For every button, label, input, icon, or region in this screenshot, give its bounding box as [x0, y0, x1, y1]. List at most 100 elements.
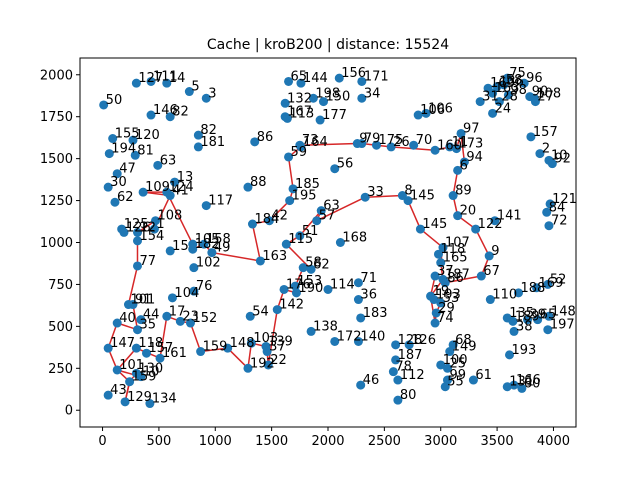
- city-label: 181: [200, 135, 225, 150]
- city-label: 109: [145, 180, 170, 195]
- city-label: 73: [302, 133, 319, 148]
- city-label: 28: [501, 90, 518, 105]
- city-label: 111: [153, 69, 178, 84]
- route-segment: [407, 200, 422, 230]
- city-label: 140: [360, 329, 385, 344]
- y-tick-label: 500: [48, 320, 73, 335]
- city-label: 94: [466, 150, 483, 165]
- city-point: [468, 375, 478, 385]
- city-label: 152: [192, 311, 217, 326]
- city-label: 37: [269, 340, 286, 355]
- city-point: [404, 340, 414, 350]
- route-segment: [445, 275, 482, 284]
- city-point: [453, 165, 463, 175]
- route-segment: [268, 200, 291, 222]
- city-point: [285, 196, 295, 206]
- city-label: 6: [460, 158, 468, 173]
- city-label: 92: [554, 152, 571, 167]
- city-point: [112, 169, 122, 179]
- route-segment: [299, 210, 322, 237]
- city-point: [509, 326, 519, 336]
- city-point: [193, 130, 203, 140]
- city-point: [334, 73, 344, 83]
- chart-title: Cache | kroB200 | distance: 15524: [207, 37, 449, 53]
- x-tick-label: 3500: [481, 434, 514, 449]
- y-tick-label: 0: [65, 404, 73, 419]
- city-point: [448, 340, 458, 350]
- city-label: 132: [287, 91, 312, 106]
- city-point: [530, 97, 540, 107]
- city-point: [543, 279, 553, 289]
- city-point: [353, 295, 363, 305]
- city-label: 86: [257, 130, 274, 145]
- city-point: [247, 219, 257, 229]
- city-label: 74: [437, 311, 454, 326]
- city-point: [298, 263, 308, 273]
- city-point: [112, 318, 122, 328]
- city-point: [189, 263, 199, 273]
- city-label: 138: [313, 319, 338, 334]
- x-tick-label: 1500: [255, 434, 288, 449]
- city-point: [112, 365, 122, 375]
- city-point: [433, 249, 443, 259]
- city-point: [296, 142, 306, 152]
- city-label: 9: [359, 132, 367, 147]
- city-label: 134: [152, 392, 177, 407]
- city-point: [393, 395, 403, 405]
- y-tick-label: 1000: [40, 236, 73, 251]
- route-segment: [200, 347, 228, 353]
- city-point: [535, 149, 545, 159]
- city-label: 187: [398, 348, 423, 363]
- city-point: [393, 375, 403, 385]
- y-tick-label: 250: [48, 362, 73, 377]
- city-label: 39: [530, 308, 547, 323]
- city-point: [296, 78, 306, 88]
- x-tick-label: 4000: [537, 434, 570, 449]
- city-point: [264, 216, 274, 226]
- city-point: [282, 113, 292, 123]
- city-label: 166: [516, 373, 541, 388]
- city-point: [110, 197, 120, 207]
- city-point: [504, 350, 514, 360]
- city-point: [119, 227, 129, 237]
- city-point: [284, 152, 294, 162]
- route-segment: [287, 156, 294, 189]
- city-label: 173: [459, 137, 484, 152]
- city-point: [543, 325, 553, 335]
- city-point: [519, 78, 529, 88]
- city-label: 101: [119, 358, 144, 373]
- city-point: [330, 336, 340, 346]
- y-tick-label: 1250: [40, 194, 73, 209]
- city-label: 156: [341, 66, 366, 81]
- city-point: [128, 135, 138, 145]
- city-label: 72: [551, 214, 568, 229]
- city-point: [391, 340, 401, 350]
- city-label: 10: [551, 148, 568, 163]
- city-point: [295, 231, 305, 241]
- city-point: [316, 206, 326, 216]
- city-point: [436, 298, 446, 308]
- city-label: 136: [499, 75, 524, 90]
- city-label: 126: [411, 333, 436, 348]
- city-label: 157: [149, 341, 174, 356]
- city-label: 193: [511, 343, 536, 358]
- city-label: 102: [196, 256, 221, 271]
- city-label: 24: [495, 101, 512, 116]
- x-tick-label: 2500: [368, 434, 401, 449]
- city-label: 44: [143, 308, 160, 323]
- city-label: 10: [143, 365, 160, 380]
- city-point: [488, 108, 498, 118]
- city-label: 33: [367, 185, 384, 200]
- city-point: [281, 239, 291, 249]
- city-label: 79: [364, 132, 381, 147]
- city-label: 11: [452, 135, 469, 150]
- route-segment: [316, 196, 366, 222]
- city-point: [290, 281, 300, 291]
- city-label: 53: [443, 291, 460, 306]
- city-label: 127: [138, 71, 163, 86]
- city-label: 149: [452, 340, 477, 355]
- city-point: [132, 325, 142, 335]
- city-label: 141: [497, 209, 522, 224]
